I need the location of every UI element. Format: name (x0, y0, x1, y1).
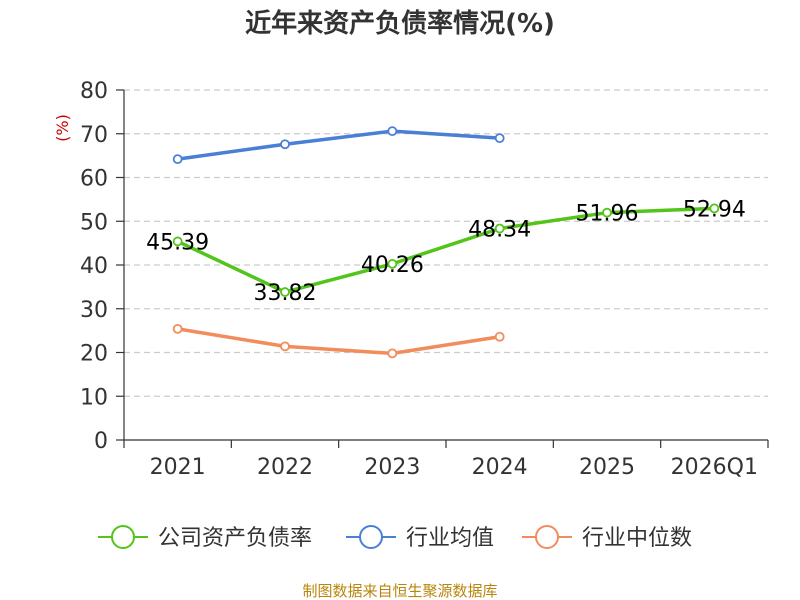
data-point (280, 341, 290, 352)
x-tick-label: 2021 (150, 455, 206, 480)
y-tick-label: 20 (80, 342, 108, 367)
data-point (387, 258, 398, 269)
data-label: 52.94 (683, 197, 746, 222)
legend-marker-icon (535, 525, 559, 549)
data-point (494, 223, 505, 234)
legend-label: 行业均值 (406, 526, 494, 551)
series-line-2 (177, 327, 500, 356)
x-tick-label: 2023 (364, 455, 420, 480)
data-point (709, 203, 720, 214)
y-tick-label: 80 (80, 79, 108, 104)
legend-label: 公司资产负债率 (158, 526, 312, 551)
y-tick-label: 60 (80, 167, 108, 192)
series-line-0 (176, 206, 715, 294)
data-point (494, 133, 505, 144)
y-tick-label: 50 (80, 210, 108, 235)
legend-item-2[interactable]: 行业中位数 (522, 525, 692, 551)
x-tick-label: 2022 (257, 455, 313, 480)
footer-source: 制图数据来自恒生聚源数据库 (302, 582, 497, 600)
x-tick-label: 2025 (579, 455, 635, 480)
y-axis-label: (%) (53, 114, 72, 142)
y-tick-label: 40 (80, 254, 108, 279)
data-label: 48.34 (468, 218, 531, 243)
data-label: 40.26 (361, 253, 424, 278)
x-tick-label: 2024 (472, 455, 528, 480)
data-point (172, 236, 183, 247)
data-point (280, 139, 290, 150)
data-point (387, 348, 398, 359)
data-label: 51.96 (576, 202, 639, 227)
data-point (172, 154, 183, 165)
data-point (280, 287, 290, 297)
chart-title: 近年来资产负债率情况(%) (245, 8, 555, 39)
legend-marker-icon (111, 525, 135, 549)
data-point (387, 126, 398, 137)
data-point (494, 331, 505, 342)
data-point (172, 323, 183, 334)
legend-item-1[interactable]: 行业均值 (346, 525, 494, 551)
y-tick-label: 0 (94, 429, 108, 454)
series-layer: 45.39 33.82 40.26 48.34 51.96 52.94 (146, 126, 746, 359)
x-tick-label: 2026Q1 (671, 455, 758, 480)
axes: 0 10 20 30 40 50 60 70 80 2021 2022 2023 2024 2025 202… (80, 79, 769, 480)
legend-label: 行业中位数 (582, 526, 692, 551)
data-label: 45.39 (146, 230, 209, 255)
data-point (602, 207, 612, 218)
legend-item-0[interactable]: 公司资产负债率 (98, 525, 312, 551)
legend[interactable]: 公司资产负债率 行业均值 行业中位数 (98, 525, 692, 551)
y-tick-label: 70 (80, 123, 108, 148)
series-line-1 (177, 129, 500, 161)
y-tick-label: 30 (80, 298, 108, 323)
legend-marker-icon (359, 525, 383, 549)
data-label: 33.82 (254, 281, 317, 306)
y-tick-label: 10 (80, 385, 108, 410)
